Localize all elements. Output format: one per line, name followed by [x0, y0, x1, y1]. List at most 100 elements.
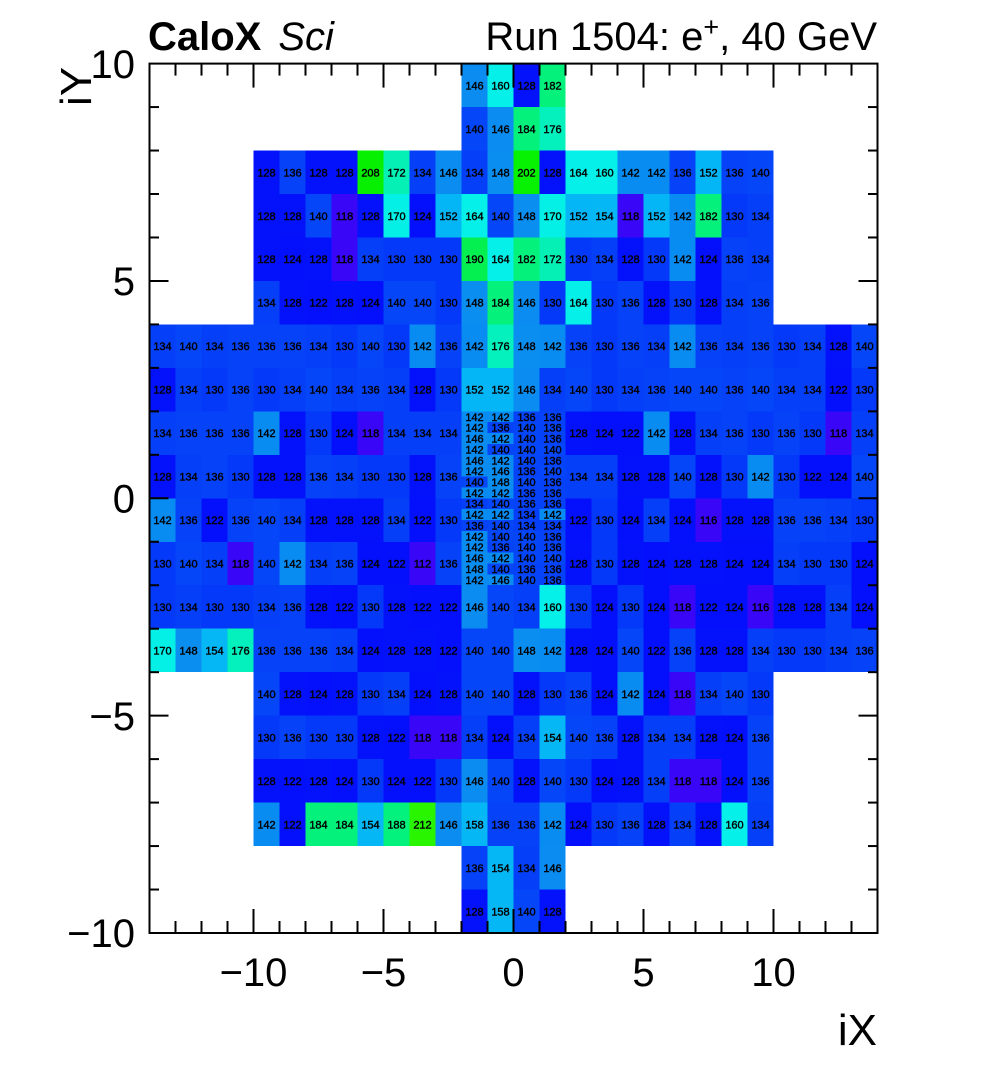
svg-text:158: 158 — [465, 819, 483, 831]
svg-text:134: 134 — [387, 515, 405, 527]
svg-text:130: 130 — [231, 472, 249, 484]
svg-text:136: 136 — [543, 434, 561, 446]
svg-text:170: 170 — [153, 645, 171, 657]
svg-text:164: 164 — [465, 211, 483, 223]
svg-text:122: 122 — [647, 645, 665, 657]
svg-text:130: 130 — [647, 254, 665, 266]
svg-text:134: 134 — [517, 520, 535, 532]
svg-text:140: 140 — [699, 385, 717, 397]
svg-text:130: 130 — [335, 341, 353, 353]
svg-text:164: 164 — [569, 298, 587, 310]
svg-text:124: 124 — [335, 428, 353, 440]
svg-text:136: 136 — [231, 385, 249, 397]
svg-text:134: 134 — [179, 385, 197, 397]
svg-text:134: 134 — [257, 298, 275, 310]
svg-text:134: 134 — [153, 428, 171, 440]
svg-text:134: 134 — [699, 428, 717, 440]
svg-text:136: 136 — [439, 341, 457, 353]
svg-text:140: 140 — [465, 124, 483, 136]
svg-text:176: 176 — [543, 124, 561, 136]
svg-text:136: 136 — [517, 564, 535, 576]
svg-text:142: 142 — [491, 488, 509, 500]
svg-text:142: 142 — [543, 645, 561, 657]
svg-text:134: 134 — [803, 341, 821, 353]
svg-text:122: 122 — [439, 602, 457, 614]
svg-text:140: 140 — [179, 559, 197, 571]
svg-text:142: 142 — [257, 819, 275, 831]
svg-text:130: 130 — [361, 776, 379, 788]
svg-text:122: 122 — [829, 385, 847, 397]
svg-text:136: 136 — [777, 428, 795, 440]
svg-text:136: 136 — [595, 732, 613, 744]
svg-text:160: 160 — [595, 167, 613, 179]
svg-text:136: 136 — [309, 645, 327, 657]
svg-text:122: 122 — [413, 515, 431, 527]
svg-text:136: 136 — [543, 564, 561, 576]
svg-text:124: 124 — [699, 254, 717, 266]
svg-text:128: 128 — [153, 385, 171, 397]
svg-text:130: 130 — [751, 428, 769, 440]
svg-text:130: 130 — [777, 472, 795, 484]
svg-text:128: 128 — [283, 298, 301, 310]
svg-text:142: 142 — [647, 428, 665, 440]
svg-text:122: 122 — [283, 776, 301, 788]
svg-text:134: 134 — [829, 645, 847, 657]
svg-text:128: 128 — [361, 732, 379, 744]
svg-text:142: 142 — [153, 515, 171, 527]
svg-text:128: 128 — [699, 645, 717, 657]
svg-text:148: 148 — [491, 167, 509, 179]
svg-text:134: 134 — [205, 559, 223, 571]
svg-text:140: 140 — [491, 211, 509, 223]
svg-text:124: 124 — [751, 559, 769, 571]
svg-text:128: 128 — [751, 515, 769, 527]
svg-text:122: 122 — [621, 428, 639, 440]
svg-text:130: 130 — [439, 254, 457, 266]
svg-text:130: 130 — [595, 559, 613, 571]
svg-text:130: 130 — [439, 515, 457, 527]
svg-text:134: 134 — [465, 499, 483, 511]
svg-text:140: 140 — [361, 341, 379, 353]
svg-text:128: 128 — [335, 515, 353, 527]
svg-text:118: 118 — [674, 776, 692, 788]
svg-text:128: 128 — [309, 515, 327, 527]
svg-text:170: 170 — [543, 211, 561, 223]
svg-text:128: 128 — [517, 776, 535, 788]
svg-text:130: 130 — [231, 602, 249, 614]
svg-text:142: 142 — [465, 488, 483, 500]
svg-text:130: 130 — [387, 254, 405, 266]
svg-text:134: 134 — [361, 254, 379, 266]
svg-text:136: 136 — [517, 412, 535, 424]
svg-text:136: 136 — [699, 341, 717, 353]
svg-text:136: 136 — [231, 428, 249, 440]
svg-text:130: 130 — [257, 732, 275, 744]
svg-text:128: 128 — [673, 559, 691, 571]
svg-text:124: 124 — [855, 559, 873, 571]
svg-text:136: 136 — [751, 776, 769, 788]
svg-text:134: 134 — [387, 385, 405, 397]
svg-text:146: 146 — [465, 80, 483, 92]
svg-text:140: 140 — [855, 341, 873, 353]
svg-text:142: 142 — [465, 542, 483, 554]
svg-text:134: 134 — [465, 167, 483, 179]
svg-text:134: 134 — [387, 428, 405, 440]
svg-text:140: 140 — [517, 477, 535, 489]
svg-text:136: 136 — [465, 863, 483, 875]
svg-text:146: 146 — [465, 776, 483, 788]
svg-text:170: 170 — [387, 211, 405, 223]
svg-text:128: 128 — [361, 515, 379, 527]
svg-text:136: 136 — [569, 341, 587, 353]
svg-text:142: 142 — [621, 689, 639, 701]
svg-text:124: 124 — [595, 602, 613, 614]
svg-text:130: 130 — [725, 472, 743, 484]
svg-text:160: 160 — [725, 819, 743, 831]
svg-text:140: 140 — [751, 167, 769, 179]
svg-text:142: 142 — [491, 553, 509, 565]
svg-text:154: 154 — [205, 645, 223, 657]
svg-text:212: 212 — [413, 819, 431, 831]
svg-text:146: 146 — [465, 434, 483, 446]
svg-text:136: 136 — [647, 385, 665, 397]
svg-text:128: 128 — [699, 819, 717, 831]
svg-text:130: 130 — [153, 602, 171, 614]
svg-text:134: 134 — [751, 211, 769, 223]
svg-text:134: 134 — [699, 689, 717, 701]
